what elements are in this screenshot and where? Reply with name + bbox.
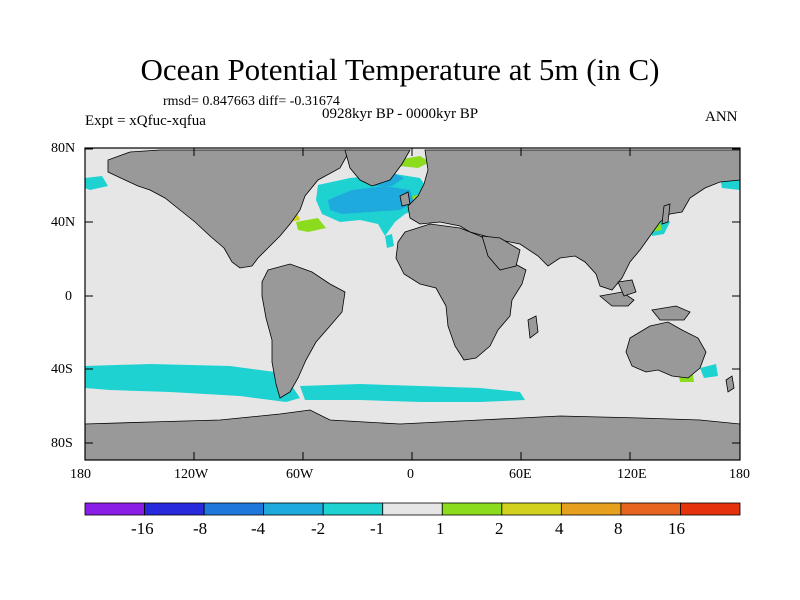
greenland bbox=[344, 149, 411, 187]
colorbar bbox=[84, 502, 741, 516]
colorbar-swatch bbox=[263, 502, 324, 516]
north-america bbox=[107, 149, 351, 269]
north-atlantic-core bbox=[328, 186, 414, 214]
lat-tick-40n: 40N bbox=[51, 215, 76, 230]
colorbar-swatch bbox=[382, 502, 443, 516]
lon-tick-120e: 120E bbox=[617, 467, 647, 482]
colorbar-swatch bbox=[203, 502, 265, 516]
period-label: 0928kyr BP - 0000kyr BP bbox=[322, 106, 479, 122]
lon-tick-60w: 60W bbox=[286, 467, 314, 482]
eurasia bbox=[407, 149, 740, 291]
antarctica bbox=[85, 409, 740, 460]
arctic-anomaly-west bbox=[85, 176, 108, 190]
colorbar-swatch bbox=[680, 502, 741, 516]
australia-anomaly bbox=[700, 364, 718, 378]
colorbar-swatch bbox=[441, 502, 503, 516]
map-plot-area bbox=[85, 148, 740, 460]
south-america bbox=[261, 263, 346, 399]
colorbar-label-1: 1 bbox=[436, 519, 445, 538]
colorbar-label-2: 2 bbox=[495, 519, 504, 538]
experiment-label: Expt = xQfuc-xqfua bbox=[85, 113, 206, 129]
lon-tick-60e: 60E bbox=[509, 467, 532, 482]
lat-tick-0: 0 bbox=[65, 289, 72, 304]
caribbean-anomaly bbox=[385, 234, 394, 248]
madagascar bbox=[527, 315, 539, 339]
southern-ocean-anomaly-atlantic bbox=[300, 384, 525, 402]
gulf-stream-warm bbox=[296, 218, 326, 232]
lon-tick-0: 0 bbox=[407, 467, 414, 482]
colorbar-label-neg4: -4 bbox=[251, 519, 266, 538]
season-label: ANN bbox=[705, 109, 738, 125]
colorbar-swatch bbox=[501, 502, 562, 516]
colorbar-swatch bbox=[560, 502, 622, 516]
uk bbox=[399, 191, 411, 207]
arabia bbox=[481, 235, 521, 271]
colorbar-label-16: 16 bbox=[668, 519, 685, 538]
colorbar-swatch bbox=[620, 502, 681, 516]
colorbar-swatch bbox=[322, 502, 384, 516]
axis-ticks bbox=[84, 148, 740, 460]
colorbar-label-neg16: -16 bbox=[131, 519, 154, 538]
new-zealand bbox=[725, 375, 735, 393]
colorbar-label-neg2: -2 bbox=[311, 519, 326, 538]
new-guinea bbox=[651, 305, 691, 321]
australia bbox=[625, 321, 707, 379]
land-masses bbox=[85, 149, 740, 460]
map-title: Ocean Potential Temperature at 5m (in C) bbox=[140, 52, 660, 87]
colorbar-label-4: 4 bbox=[555, 519, 564, 538]
lat-tick-80s: 80S bbox=[51, 436, 73, 451]
lat-tick-80n: 80N bbox=[51, 141, 76, 156]
southern-ocean-anomaly-pacific bbox=[85, 364, 300, 402]
colorbar-label-neg8: -8 bbox=[193, 519, 208, 538]
lon-tick-180w: 180 bbox=[70, 467, 91, 482]
japan bbox=[661, 203, 671, 225]
lat-tick-40s: 40S bbox=[51, 362, 73, 377]
borneo bbox=[617, 279, 637, 297]
lon-tick-120w: 120W bbox=[174, 467, 209, 482]
stats-line: rmsd= 0.847663 diff= -0.31674 bbox=[163, 94, 340, 109]
colorbar-swatch bbox=[144, 502, 205, 516]
colorbar-label-neg1: -1 bbox=[370, 519, 385, 538]
colorbar-swatch bbox=[84, 502, 145, 516]
colorbar-label-8: 8 bbox=[614, 519, 623, 538]
lon-tick-180e: 180 bbox=[729, 467, 750, 482]
